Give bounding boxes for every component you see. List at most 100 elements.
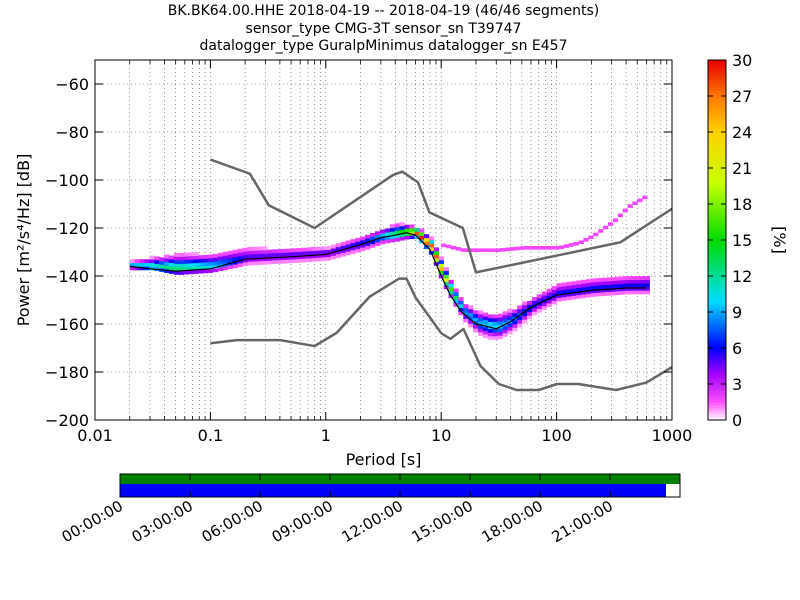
heatmap-cell [451,245,457,250]
heatmap-cell [286,252,292,257]
colorbar-segment [708,150,726,154]
heatmap-cell [639,276,646,280]
heatmap-cell [566,296,572,301]
colorbar-segment [708,345,726,349]
heatmap-cell [546,288,552,293]
colorbar-label: [%] [770,226,789,254]
colorbar-tick-label: 27 [732,87,752,106]
heatmap-cell [595,281,601,286]
heatmap-cell [242,247,248,252]
heatmap-cell [144,262,150,267]
heatmap-cell [325,253,332,258]
colorbar-segment [708,258,726,262]
timeline-tick-label: 00:00:00 [59,497,126,546]
heatmap-cell [610,291,616,296]
heatmap-cell [159,257,165,262]
heatmap-cell [384,232,390,237]
heatmap-cell [301,254,307,259]
heatmap-cell [517,323,523,328]
heatmap-cell [404,232,410,236]
heatmap-cell [173,267,180,272]
colorbar-segment [708,60,726,64]
heatmap-cell [514,246,520,251]
heatmap-cell [571,284,577,289]
colorbar-segment [708,249,726,253]
heatmap-cell [227,265,234,270]
heatmap-cell [617,213,623,218]
heatmap-cell [607,222,614,226]
heatmap-cell [178,260,184,265]
heatmap-cell [247,257,253,262]
heatmap-cell [583,237,589,242]
heatmap-cell [634,286,641,291]
colorbar-segment [708,96,726,100]
heatmap-cell [144,259,150,264]
title-line-2: sensor_type CMG-3T sensor_sn T39747 [245,20,522,37]
heatmap-cell [644,286,650,291]
heatmap-cell [178,267,184,272]
timeline-psd-bar [120,484,666,497]
heatmap-cell [345,251,351,256]
heatmap-cell [625,286,631,291]
heatmap-cell [208,258,214,263]
colorbar-segment [708,198,726,202]
heatmap-cell [134,259,140,264]
colorbar-segment [708,402,726,406]
heatmap-cell [580,279,587,284]
heatmap-cell [394,226,400,231]
heatmap-cell [615,291,621,296]
heatmap-cell [193,262,199,267]
heatmap-cell [612,218,619,223]
heatmap-cell [276,259,283,264]
heatmap-cell [541,291,547,296]
colorbar-segment [708,189,726,193]
heatmap-cell [502,325,508,330]
heatmap-cell [492,336,498,340]
heatmap-cell [551,296,557,301]
heatmap-cell [477,321,484,326]
heatmap-cell [522,301,528,306]
heatmap-cell [198,269,204,274]
heatmap-cell [208,265,214,270]
heatmap-cell [350,249,356,254]
heatmap-cell [428,243,435,248]
colorbar-segment [708,393,726,397]
heatmap-cell [168,269,175,274]
heatmap-cell [374,234,381,239]
heatmap-cell [267,253,273,258]
heatmap-cell [291,259,297,264]
heatmap-cell [374,238,381,243]
colorbar-segment [708,366,726,370]
heatmap-cell [482,334,489,339]
colorbar-segment [708,285,726,289]
heatmap-cell [634,290,641,295]
heatmap-cell [237,248,243,253]
colorbar: 0 3 6 9 12 15 18 21 24 27 30 [%] [707,51,789,430]
colorbar-segment [708,228,726,232]
heatmap-cell [473,324,479,329]
heatmap-cell [463,318,469,323]
colorbar-segment [708,216,726,220]
heatmap-cell [527,304,533,309]
heatmap-cell [551,286,557,290]
colorbar-segment [708,159,726,163]
heatmap-cell [446,244,452,249]
heatmap-cell [281,259,287,264]
heatmap-cell [500,248,506,252]
heatmap-cell [477,314,484,318]
heatmap-cell [629,290,636,295]
heatmap-cell [365,238,371,243]
heatmap-cell [188,266,194,271]
heatmap-cell [463,307,469,312]
heatmap-cell [629,276,636,280]
heatmap-cell [159,260,165,265]
heatmap-cell [222,266,229,271]
heatmap-cell [576,280,582,285]
colorbar-segment [708,195,726,199]
heatmap-cell [460,248,467,252]
heatmap-cell [247,250,253,255]
heatmap-cell [218,260,224,264]
heatmap-cell [335,254,341,258]
heatmap-cell [173,270,180,275]
heatmap-cell [490,248,496,252]
